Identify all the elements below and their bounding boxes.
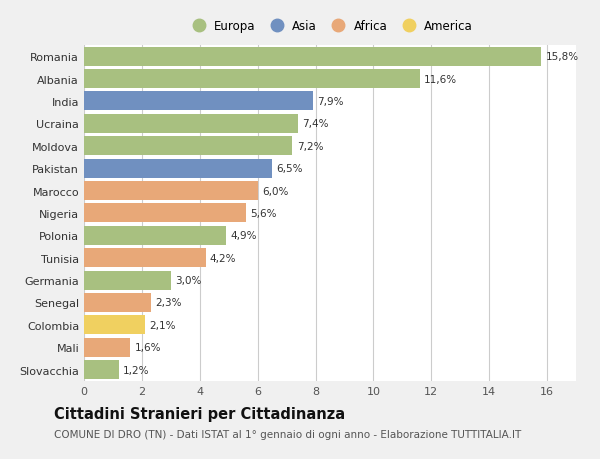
Bar <box>84 115 298 134</box>
Text: 2,1%: 2,1% <box>149 320 176 330</box>
Bar <box>84 293 151 312</box>
Bar <box>84 159 272 178</box>
Text: 1,2%: 1,2% <box>123 365 149 375</box>
Bar <box>84 360 119 379</box>
Text: 1,6%: 1,6% <box>134 342 161 353</box>
Text: 7,2%: 7,2% <box>297 141 323 151</box>
Text: 7,9%: 7,9% <box>317 97 343 107</box>
Bar <box>84 137 292 156</box>
Text: 4,2%: 4,2% <box>210 253 236 263</box>
Legend: Europa, Asia, Africa, America: Europa, Asia, Africa, America <box>182 15 478 37</box>
Bar <box>84 316 145 335</box>
Bar <box>84 48 541 67</box>
Text: 5,6%: 5,6% <box>250 208 277 218</box>
Text: 7,4%: 7,4% <box>302 119 329 129</box>
Bar <box>84 92 313 111</box>
Bar <box>84 249 206 268</box>
Text: COMUNE DI DRO (TN) - Dati ISTAT al 1° gennaio di ogni anno - Elaborazione TUTTIT: COMUNE DI DRO (TN) - Dati ISTAT al 1° ge… <box>54 429 521 439</box>
Text: 6,5%: 6,5% <box>277 164 303 174</box>
Text: 4,9%: 4,9% <box>230 231 257 241</box>
Bar <box>84 271 171 290</box>
Bar <box>84 70 420 89</box>
Bar <box>84 226 226 245</box>
Text: Cittadini Stranieri per Cittadinanza: Cittadini Stranieri per Cittadinanza <box>54 406 345 421</box>
Bar <box>84 338 130 357</box>
Text: 2,3%: 2,3% <box>155 298 181 308</box>
Bar <box>84 182 257 201</box>
Text: 3,0%: 3,0% <box>175 275 202 285</box>
Text: 6,0%: 6,0% <box>262 186 289 196</box>
Bar <box>84 204 246 223</box>
Text: 15,8%: 15,8% <box>545 52 579 62</box>
Text: 11,6%: 11,6% <box>424 74 457 84</box>
